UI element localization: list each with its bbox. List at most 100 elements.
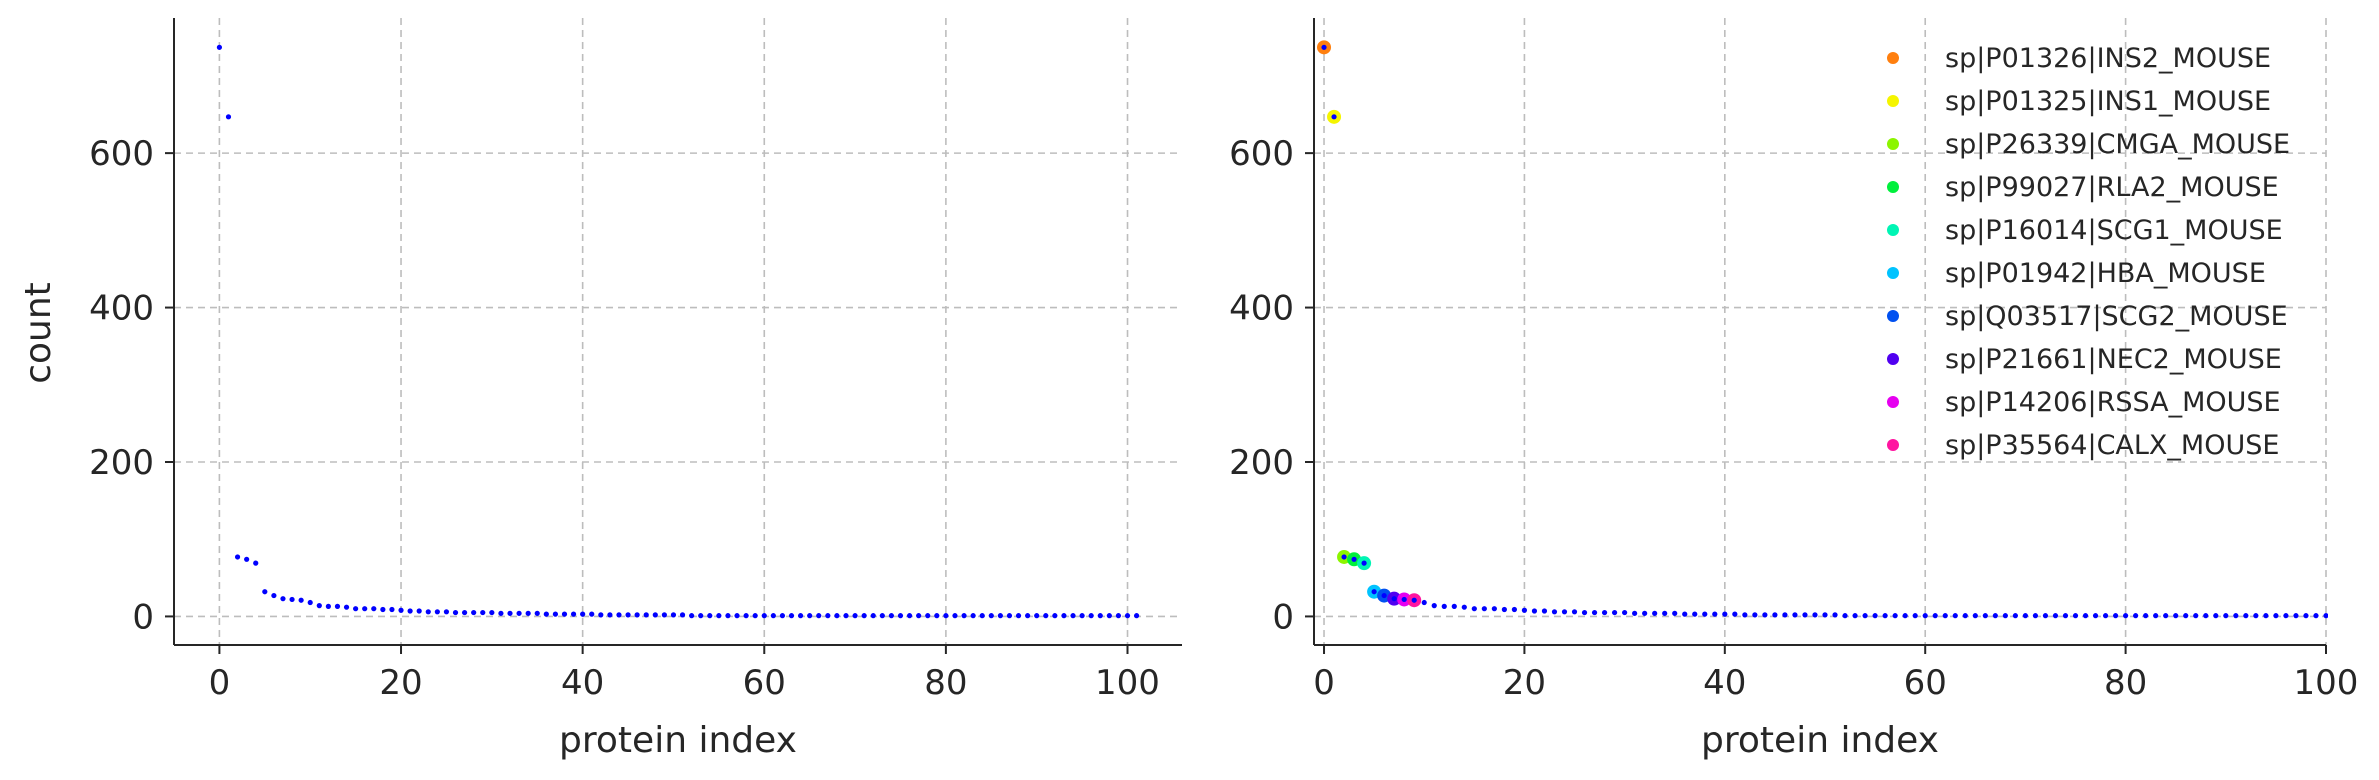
data-point bbox=[1912, 613, 1918, 619]
x-axis-label: protein index bbox=[1701, 720, 1939, 761]
legend-entry: sp|P16014|SCG1_MOUSE bbox=[1945, 215, 2283, 246]
data-point bbox=[1842, 613, 1848, 619]
x-tick-label: 80 bbox=[924, 663, 967, 703]
data-point bbox=[1481, 606, 1487, 612]
data-point bbox=[507, 610, 513, 616]
data-point bbox=[489, 609, 495, 616]
legend: sp|P01326|INS2_MOUSE sp|P01325|INS1_MOUSE… bbox=[1887, 43, 2290, 461]
data-point bbox=[389, 606, 395, 613]
data-point bbox=[1692, 611, 1698, 617]
data-point bbox=[816, 613, 822, 619]
data-point bbox=[1852, 613, 1858, 619]
data-point bbox=[1561, 609, 1568, 615]
data-point bbox=[234, 554, 241, 560]
data-point bbox=[616, 612, 622, 618]
data-point bbox=[2223, 613, 2229, 619]
data-point bbox=[925, 613, 931, 619]
data-point bbox=[1632, 610, 1638, 616]
data-point bbox=[289, 596, 295, 603]
data-point bbox=[1742, 612, 1748, 618]
data-point bbox=[343, 604, 350, 610]
data-point bbox=[1662, 610, 1668, 616]
x-tick-label: 60 bbox=[1904, 663, 1947, 703]
data-point bbox=[1381, 592, 1387, 599]
data-point bbox=[2072, 613, 2079, 619]
data-point bbox=[1962, 613, 1968, 619]
data-point bbox=[1106, 613, 1112, 619]
data-point bbox=[543, 611, 549, 617]
data-point bbox=[1652, 610, 1658, 616]
data-point bbox=[1088, 613, 1094, 619]
data-point bbox=[1043, 613, 1049, 619]
data-point bbox=[779, 613, 786, 619]
data-point bbox=[843, 613, 849, 619]
data-point bbox=[2012, 613, 2018, 619]
data-point bbox=[1972, 613, 1978, 619]
data-point bbox=[1531, 608, 1538, 614]
data-point bbox=[1391, 596, 1397, 602]
y-tick-label: 400 bbox=[89, 289, 154, 329]
data-point bbox=[452, 609, 459, 616]
data-point bbox=[2263, 613, 2269, 619]
data-point bbox=[580, 611, 586, 617]
data-point bbox=[2052, 613, 2059, 619]
data-point bbox=[1061, 613, 1067, 619]
legend-marker bbox=[1887, 267, 1899, 279]
data-point bbox=[1511, 606, 1517, 613]
data-point bbox=[2283, 613, 2289, 619]
data-point bbox=[280, 596, 286, 602]
data-point bbox=[1992, 613, 1998, 619]
data-point bbox=[1571, 609, 1578, 615]
data-point bbox=[634, 612, 640, 618]
data-point bbox=[2273, 613, 2279, 619]
data-point bbox=[1501, 606, 1507, 613]
data-point bbox=[1642, 610, 1648, 616]
data-point bbox=[1591, 609, 1598, 616]
data-point bbox=[589, 611, 595, 617]
data-point bbox=[2203, 613, 2209, 619]
data-point bbox=[2173, 613, 2179, 619]
legend-entry: sp|Q03517|SCG2_MOUSE bbox=[1945, 301, 2288, 332]
data-point bbox=[1411, 597, 1417, 603]
data-point bbox=[1115, 613, 1122, 619]
data-point bbox=[262, 589, 268, 595]
legend-marker bbox=[1887, 396, 1899, 408]
y-tick-label: 0 bbox=[132, 597, 154, 637]
legend-marker bbox=[1887, 52, 1899, 64]
data-point bbox=[362, 606, 368, 612]
data-point bbox=[1551, 609, 1558, 615]
legend-marker bbox=[1887, 353, 1899, 365]
data-point bbox=[1015, 613, 1022, 619]
data-point bbox=[652, 612, 658, 618]
legend-entry: sp|P35564|CALX_MOUSE bbox=[1945, 430, 2279, 461]
data-point bbox=[1451, 603, 1457, 609]
data-point bbox=[698, 613, 704, 619]
data-point bbox=[961, 613, 967, 619]
data-point bbox=[1124, 613, 1131, 619]
data-point bbox=[1079, 613, 1085, 619]
data-point bbox=[216, 44, 223, 50]
data-point bbox=[334, 603, 341, 609]
data-point bbox=[1732, 611, 1738, 617]
data-point bbox=[761, 613, 767, 619]
data-point bbox=[1982, 613, 1988, 619]
data-point bbox=[271, 592, 277, 599]
legend-marker bbox=[1887, 181, 1899, 193]
data-point bbox=[888, 613, 895, 619]
legend-entry: sp|P01942|HBA_MOUSE bbox=[1945, 258, 2266, 289]
data-point bbox=[1782, 612, 1788, 618]
data-point bbox=[689, 613, 695, 619]
data-point bbox=[916, 613, 922, 619]
legend-entry: sp|P99027|RLA2_MOUSE bbox=[1945, 172, 2279, 203]
data-point bbox=[1872, 613, 1878, 619]
x-tick-label: 100 bbox=[2294, 663, 2359, 703]
data-point bbox=[2143, 613, 2149, 619]
data-point bbox=[1892, 613, 1898, 619]
data-point bbox=[1932, 613, 1938, 619]
data-point bbox=[298, 597, 304, 603]
data-point bbox=[743, 613, 749, 619]
data-point bbox=[2313, 613, 2319, 619]
data-point bbox=[598, 612, 604, 618]
data-point bbox=[752, 613, 758, 619]
data-point bbox=[407, 608, 413, 614]
